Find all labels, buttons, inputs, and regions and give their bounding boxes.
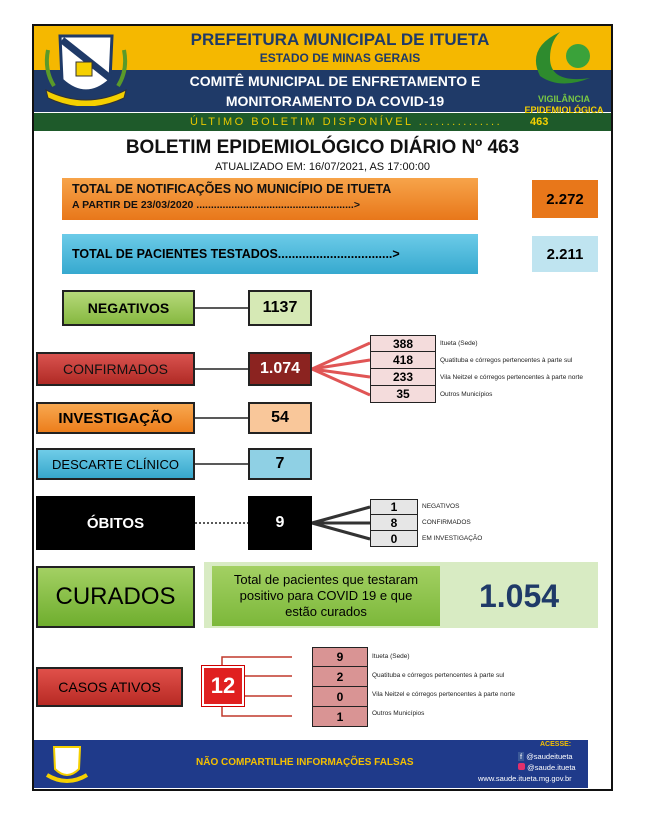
- negatives-label: NEGATIVOS: [62, 290, 195, 326]
- bulletin-title: BOLETIM EPIDEMIOLÓGICO DIÁRIO Nº 463: [125, 137, 520, 158]
- active-sul-value: 2: [312, 667, 368, 687]
- header-yellow-band: [34, 26, 611, 70]
- deaths-negative-label: NEGATIVOS: [422, 503, 460, 510]
- header-navy-band: [34, 70, 611, 112]
- header-state: ESTADO DE MINAS GERAIS: [259, 51, 421, 65]
- footer-message: NÃO COMPARTILHE INFORMAÇÕES FALSAS: [196, 757, 414, 768]
- logo-text-1: VIGILÂNCIA: [537, 93, 590, 104]
- last-bulletin-number: 463: [530, 116, 549, 128]
- total-notifications-banner: TOTAL DE NOTIFICAÇÕES NO MUNICÍPIO DE IT…: [62, 178, 478, 220]
- instagram-handle: @saude.itueta: [527, 763, 576, 772]
- active-cases-label: CASOS ATIVOS: [36, 667, 183, 707]
- deaths-label: ÓBITOS: [36, 496, 195, 550]
- deaths-negative-value: 1: [370, 499, 418, 515]
- instagram-icon: [518, 763, 525, 770]
- clinical-discard-label: DESCARTE CLÍNICO: [36, 448, 195, 480]
- active-outros-value: 1: [312, 707, 368, 727]
- deaths-investigation-value: 0: [370, 531, 418, 547]
- active-norte-label: Vila Neitzel e córregos pertencentes à p…: [372, 691, 515, 698]
- deaths-value: 9: [248, 496, 312, 550]
- confirmed-outros-label: Outros Municípios: [440, 391, 493, 398]
- active-breakdown: 9 2 0 1: [312, 647, 368, 727]
- cured-description: Total de pacientes que testaram positivo…: [212, 566, 440, 626]
- confirmed-label: CONFIRMADOS: [36, 352, 195, 386]
- header-committee-2: MONITORAMENTO DA COVID-19: [225, 93, 445, 109]
- facebook-icon: f: [518, 752, 525, 761]
- facebook-handle: @saudeitueta: [526, 752, 573, 761]
- confirmed-outros-value: 35: [370, 386, 436, 403]
- tested-value: 2.211: [532, 236, 598, 272]
- confirmed-sul-label: Quatituba e córregos pertencentes à part…: [440, 357, 573, 364]
- confirmed-sede-value: 388: [370, 335, 436, 352]
- footer-facebook[interactable]: f @saudeitueta: [518, 752, 573, 761]
- footer-coat-of-arms-logo: [44, 743, 90, 785]
- confirmed-sul-value: 418: [370, 352, 436, 369]
- vigilancia-logo: VIGILÂNCIA EPIDEMIOLÓGICA: [520, 28, 608, 115]
- cured-label: CURADOS: [36, 566, 195, 628]
- active-sul-label: Quatituba e córregos pertencentes à part…: [372, 672, 505, 679]
- confirmed-sede-label: Itueta (Sede): [440, 340, 478, 347]
- investigation-label: INVESTIGAÇÃO: [36, 402, 195, 434]
- deaths-confirmed-label: CONFIRMADOS: [422, 519, 471, 526]
- notifications-since: A PARTIR DE 23/03/2020 .................…: [72, 199, 360, 211]
- city-coat-of-arms-logo: [40, 30, 132, 108]
- clinical-discard-value: 7: [248, 448, 312, 480]
- deaths-investigation-label: EM INVESTIGAÇÃO: [422, 535, 483, 542]
- negatives-value: 1137: [248, 290, 312, 326]
- active-sede-value: 9: [312, 647, 368, 667]
- investigation-value: 54: [248, 402, 312, 434]
- footer-instagram[interactable]: @saude.itueta: [518, 763, 576, 772]
- confirmed-norte-label: Vila Neitzel e córregos pertencentes à p…: [440, 374, 583, 381]
- logo-text-2: EPIDEMIOLÓGICA: [524, 104, 604, 115]
- bulletin-frame: [32, 24, 613, 791]
- header-green-band: [34, 113, 611, 131]
- notifications-value: 2.272: [532, 180, 598, 218]
- footer-website[interactable]: www.saude.itueta.mg.gov.br: [478, 774, 572, 783]
- confirmed-value: 1.074: [248, 352, 312, 386]
- active-outros-label: Outros Municípios: [372, 710, 425, 717]
- tested-banner: TOTAL DE PACIENTES TESTADOS.............…: [62, 234, 478, 274]
- active-sede-label: Itueta (Sede): [372, 653, 410, 660]
- notifications-label: TOTAL DE NOTIFICAÇÕES NO MUNICÍPIO DE IT…: [72, 182, 392, 196]
- confirmed-norte-value: 233: [370, 369, 436, 386]
- footer-access-label: ACESSE:: [540, 741, 572, 748]
- active-cases-value: 12: [201, 665, 245, 707]
- updated-timestamp: ATUALIZADO EM: 16/07/2021, AS 17:00:00: [214, 161, 431, 173]
- deaths-confirmed-value: 8: [370, 515, 418, 531]
- confirmed-breakdown: 388 418 233 35: [370, 335, 436, 403]
- header-title: PREFEITURA MUNICIPAL DE ITUETA: [190, 30, 490, 49]
- active-norte-value: 0: [312, 687, 368, 707]
- footer: [34, 740, 588, 788]
- header-committee-1: COMITÊ MUNICIPAL DE ENFRETAMENTO E: [189, 73, 481, 89]
- last-bulletin-label: ÚLTIMO BOLETIM DISPONÍVEL ..............…: [190, 116, 503, 128]
- deaths-breakdown: 1 8 0: [370, 499, 418, 547]
- cured-value: 1.054: [478, 577, 560, 614]
